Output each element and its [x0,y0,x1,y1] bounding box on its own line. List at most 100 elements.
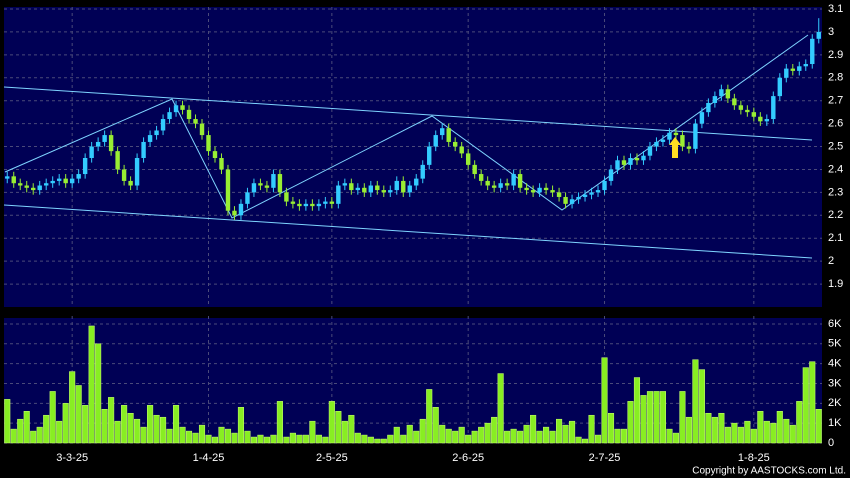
candle-body [121,169,127,181]
volume-bar [692,359,699,444]
candle-body [251,183,257,193]
volume-bar [510,428,517,444]
candle-body [290,201,296,204]
candle-body [63,178,68,184]
candle-body [478,174,484,181]
y-tick-label: 2.2 [828,209,843,221]
volume-bar [140,426,147,444]
candle-body [147,135,153,142]
volume-bar [237,407,245,444]
candle-body [459,146,464,154]
candle-body [517,174,523,188]
candle-body [452,141,458,147]
candle-body [465,153,471,165]
volume-bar [575,436,582,444]
candle-body [115,151,120,170]
candle-body [427,146,432,165]
candle-body [271,174,276,188]
volume-bar [56,420,63,444]
candle-body [381,190,386,193]
candle-body [414,178,419,186]
candle-body [375,185,380,191]
candle-body [219,158,224,170]
volume-bar [179,426,186,444]
candle-body [563,196,568,204]
y-tick-label: 2.9 [828,49,843,61]
volume-bar [361,434,368,444]
volume-bar [776,411,783,444]
candle-body [225,169,231,211]
candle-body [634,158,640,161]
y-tick-label: 2 [828,255,834,267]
volume-bar [374,438,381,444]
volume-bar [783,418,790,444]
candle-body [641,155,646,161]
y-tick-label: 3K [828,377,842,389]
y-tick-label: 1.9 [828,278,843,290]
candle-body [95,141,101,147]
candle-body [712,96,718,103]
y-tick-label: 2.5 [828,140,843,152]
volume-bar [380,438,387,444]
volume-bar [705,412,712,444]
volume-bar [744,420,751,444]
marks [4,18,822,444]
candle-body [323,201,328,204]
y-tick-label: 3 [828,26,834,38]
candle-body [706,102,711,113]
volume-bar [335,411,342,444]
candle-body [5,176,10,179]
candle-body [420,164,425,179]
candle-body [784,68,789,78]
y-tick-label: 3.1 [828,3,843,15]
volume-bar [23,411,30,444]
volume-bar [328,401,335,444]
arrow [669,137,681,158]
volume-bar [419,418,426,444]
candle-body [186,109,192,120]
volume-bar [218,426,225,444]
y-tick-label: 0 [828,437,834,449]
volume-bar [114,420,121,444]
candle-body [134,158,140,186]
candle-body [524,187,529,191]
volume-bar [789,424,796,444]
volume-bar [770,422,777,444]
candle-body [297,203,302,207]
candle-body [264,185,270,188]
volume-bar [263,436,270,444]
volume-bar [452,430,459,444]
volume-bar [244,430,251,444]
volume-bar [666,428,673,444]
volume-bar [653,391,660,444]
volume-bar [69,371,76,444]
volume-bar [815,409,822,444]
volume-bar [166,428,173,444]
trend-lines [3,34,813,259]
volume-bar [147,405,154,444]
candle-body [803,64,808,67]
volume-bar [198,424,206,444]
volume-bar [75,385,82,444]
candle-body [342,183,348,186]
candle-body [199,123,205,136]
candle-body [50,180,55,184]
volume-bar [185,430,193,444]
volume-panel [4,318,822,443]
x-tick-label: 3-3-25 [56,452,88,464]
candle-body [401,180,406,193]
candle-body [699,112,705,124]
candle-body [232,210,237,216]
candle-body [173,105,179,113]
volume-bar [465,434,472,444]
candle-body [31,187,36,191]
volume-bar [659,391,666,444]
candle-body [491,185,497,188]
candle-body [602,180,607,191]
candle-body [582,194,588,197]
volume-bar [432,407,439,444]
volume-bar [224,428,232,444]
volume-bar [646,391,654,444]
candle-body [245,192,250,204]
candle-body [673,132,679,136]
